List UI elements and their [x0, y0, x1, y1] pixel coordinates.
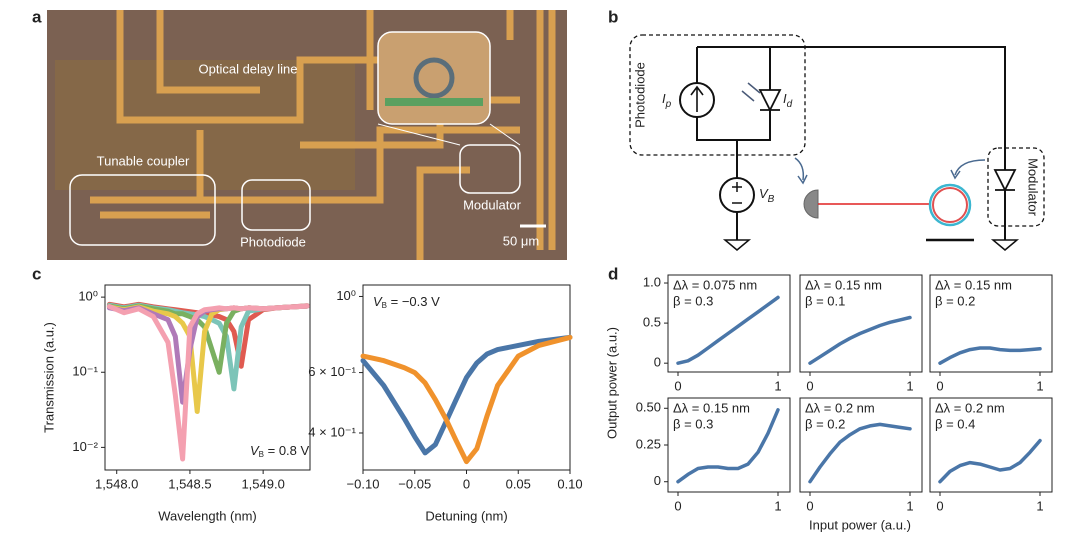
micrograph: Optical delay line Tunable coupler Photo…: [47, 10, 567, 260]
data-line: [808, 315, 912, 365]
symbol-sub: p: [665, 99, 672, 110]
data-line: [106, 303, 310, 462]
circuit-label: Photodiode: [632, 62, 647, 128]
plot-frame: [929, 274, 1053, 373]
x-tick-label: 0: [806, 378, 813, 393]
y-tick-label: 1.0: [643, 274, 661, 289]
y-tick-label: 10⁰: [78, 289, 98, 304]
x-tick-label: 1: [1036, 498, 1043, 513]
x-axis-label: Input power (a.u.): [809, 517, 911, 532]
annotation: Δλ = 0.15 nm: [805, 277, 882, 292]
annotation: VB = 0.8 V: [250, 443, 310, 459]
x-tick-label: 1,548.0: [95, 476, 138, 491]
y-tick-label: 0.25: [636, 436, 661, 451]
annotation: β = 0.2: [805, 416, 845, 431]
x-tick-label: −0.05: [398, 476, 431, 491]
x-tick-label: 1: [1036, 378, 1043, 393]
circuit: [629, 34, 1045, 251]
y-tick-label: 6 × 10⁻¹: [308, 364, 356, 379]
x-tick-label: 1: [906, 498, 913, 513]
symbol-main: I: [783, 91, 787, 106]
x-axis-label: Wavelength (nm): [158, 508, 257, 523]
micrograph-label: Tunable coupler: [97, 153, 190, 168]
data-line: [938, 346, 1042, 365]
plot-frame: [104, 284, 311, 471]
plot-frame: [799, 274, 923, 373]
x-tick-label: 0.05: [506, 476, 531, 491]
annotation: Δλ = 0.15 nm: [935, 277, 1012, 292]
panel-label: b: [608, 7, 618, 26]
symbol-main: V: [759, 186, 769, 201]
panel-label: c: [32, 264, 41, 283]
annotation-sub: B: [259, 450, 264, 459]
annotation: Δλ = 0.2 nm: [935, 400, 1005, 415]
data-line: [676, 408, 780, 484]
x-axis-label: Detuning (nm): [425, 508, 507, 523]
annotation-text: = 0.8 V: [264, 443, 309, 458]
symbol: VB: [759, 186, 775, 204]
symbol-main: I: [662, 91, 666, 106]
y-axis-label: Output power (a.u.): [604, 327, 619, 439]
y-tick-label: 0: [654, 473, 661, 488]
annotation-text: = −0.3 V: [387, 294, 440, 309]
y-tick-label: 10⁰: [336, 288, 356, 303]
x-tick-label: −0.10: [347, 476, 380, 491]
y-tick-label: 0.5: [643, 315, 661, 330]
annotation-symbol: V: [250, 443, 260, 458]
x-tick-label: 0: [936, 378, 943, 393]
x-tick-label: 1: [906, 378, 913, 393]
symbol: Ip: [662, 91, 672, 109]
x-tick-label: 0: [936, 498, 943, 513]
x-tick-label: 0: [674, 378, 681, 393]
x-tick-label: 1,549.0: [241, 476, 284, 491]
annotation: β = 0.1: [805, 293, 845, 308]
x-tick-label: 0.10: [557, 476, 582, 491]
annotation: VB = −0.3 V: [373, 294, 440, 310]
x-tick-label: 0: [463, 476, 470, 491]
y-tick-label: 10⁻¹: [72, 364, 98, 379]
plot-frame: [929, 397, 1053, 493]
annotation-symbol: V: [373, 294, 383, 309]
symbol-sub: d: [787, 99, 793, 110]
data-line: [938, 438, 1042, 484]
panel-label: a: [32, 7, 42, 26]
y-tick-label: 0.50: [636, 400, 661, 415]
annotation-sub: B: [382, 301, 387, 310]
annotation: β = 0.3: [673, 293, 713, 308]
symbol-sub: B: [768, 194, 775, 205]
data-line: [106, 303, 310, 414]
annotation: Δλ = 0.075 nm: [673, 277, 757, 292]
data-line: [808, 422, 912, 484]
micrograph-label: Modulator: [463, 197, 521, 212]
annotation: Δλ = 0.15 nm: [673, 400, 750, 415]
scale-bar-label: 50 μm: [503, 233, 539, 248]
circuit-label: Modulator: [1026, 158, 1041, 216]
plot-frame: [799, 397, 923, 493]
annotation: β = 0.3: [673, 416, 713, 431]
micrograph-label: Photodiode: [240, 234, 306, 249]
x-tick-label: 1: [774, 378, 781, 393]
micrograph-label: Optical delay line: [199, 61, 298, 76]
annotation: Δλ = 0.2 nm: [805, 400, 875, 415]
data-line: [676, 295, 780, 365]
y-tick-label: 4 × 10⁻¹: [308, 424, 356, 439]
symbol: Id: [783, 91, 793, 109]
x-tick-label: 0: [674, 498, 681, 513]
annotation: β = 0.2: [935, 293, 975, 308]
panel-label: d: [608, 264, 618, 283]
y-tick-label: 0: [654, 355, 661, 370]
y-tick-label: 10⁻²: [72, 439, 98, 454]
annotation: β = 0.4: [935, 416, 975, 431]
x-tick-label: 0: [806, 498, 813, 513]
x-tick-label: 1: [774, 498, 781, 513]
x-tick-label: 1,548.5: [168, 476, 211, 491]
y-axis-label: Transmission (a.u.): [41, 322, 56, 433]
data-line: [360, 334, 573, 465]
data-line: [360, 334, 573, 456]
